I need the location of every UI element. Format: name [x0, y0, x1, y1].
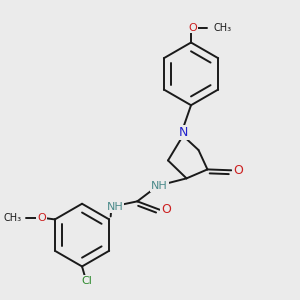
Text: N: N — [178, 126, 188, 139]
Text: CH₃: CH₃ — [213, 23, 232, 33]
Text: NH: NH — [151, 181, 168, 191]
Text: NH: NH — [106, 202, 123, 212]
Text: O: O — [37, 213, 46, 223]
Text: O: O — [188, 22, 197, 33]
Text: O: O — [161, 203, 171, 216]
Text: Cl: Cl — [81, 276, 92, 286]
Text: CH₃: CH₃ — [4, 213, 22, 223]
Text: O: O — [233, 164, 243, 177]
